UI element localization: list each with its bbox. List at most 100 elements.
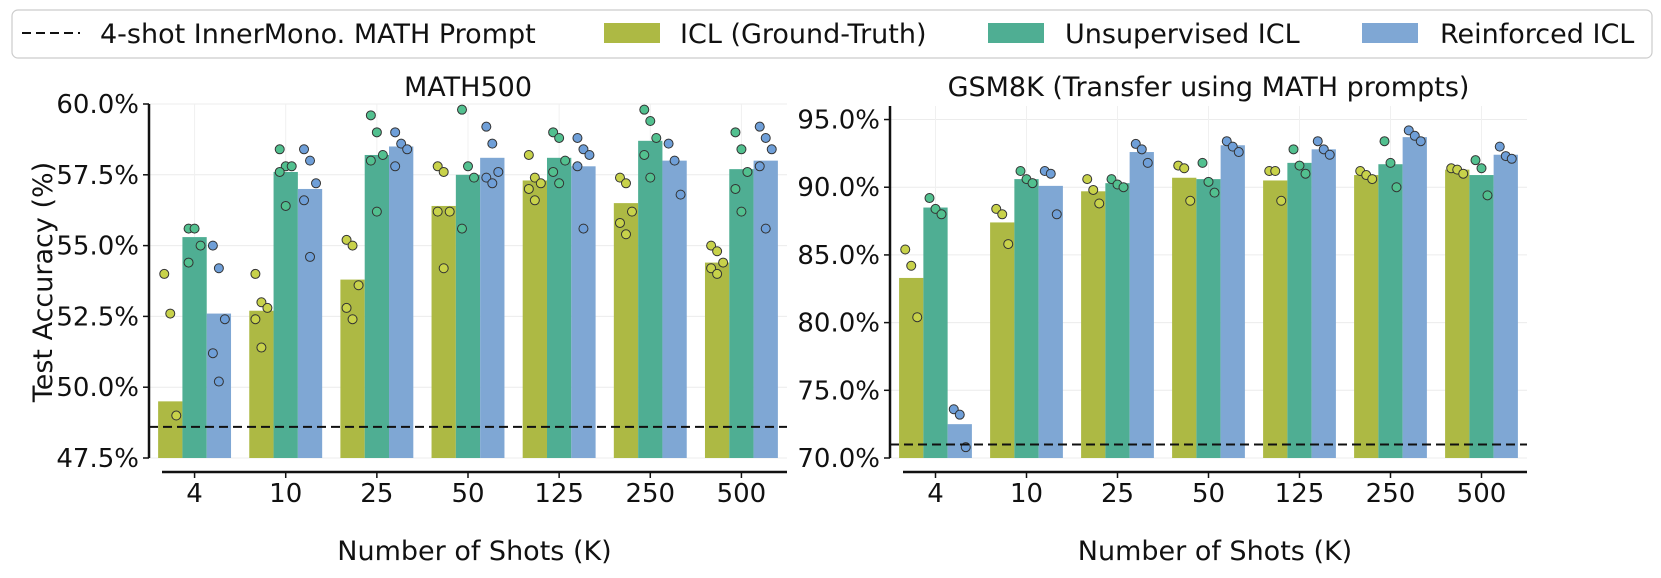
sample-point xyxy=(620,178,631,189)
sample-point xyxy=(1082,174,1093,185)
sample-point xyxy=(256,297,267,308)
sample-point xyxy=(1094,198,1105,209)
sample-point xyxy=(1294,160,1305,171)
sample-point xyxy=(250,314,261,325)
sample-point xyxy=(645,115,656,126)
x-tick-label: 4 xyxy=(186,479,203,509)
sample-point xyxy=(286,161,297,172)
sample-point xyxy=(1088,184,1099,195)
sample-point xyxy=(1415,136,1426,147)
sample-point xyxy=(614,172,625,183)
y-tick-label: 50.0% xyxy=(56,373,139,403)
bar-icl-ground-truth- xyxy=(990,222,1015,458)
sample-point xyxy=(614,217,625,228)
bar-icl-ground-truth- xyxy=(522,180,547,459)
sample-point xyxy=(457,223,467,234)
sample-point xyxy=(207,348,218,359)
sample-point xyxy=(712,268,723,279)
sample-point xyxy=(572,132,583,143)
sample-point xyxy=(299,144,310,155)
sample-point xyxy=(560,155,571,166)
legend-label-icl: ICL (Ground-Truth) xyxy=(680,19,927,50)
sample-point xyxy=(554,178,565,189)
sample-point xyxy=(578,223,589,234)
x-tick-label: 50 xyxy=(451,479,484,509)
sample-point xyxy=(675,189,686,200)
bar-icl-ground-truth- xyxy=(704,262,730,458)
sample-point xyxy=(1197,157,1208,168)
sample-point xyxy=(1179,163,1190,174)
sample-point xyxy=(213,376,224,387)
bar-unsupervised-icl xyxy=(638,140,663,459)
sample-point xyxy=(305,155,316,166)
sample-point xyxy=(535,178,546,189)
sample-point xyxy=(274,166,285,177)
sample-point xyxy=(1476,163,1487,174)
bar-unsupervised-icl xyxy=(1469,175,1494,459)
sample-point xyxy=(165,308,176,319)
chart-title: MATH500 xyxy=(404,72,532,103)
sample-point xyxy=(487,138,498,149)
x-tick-label: 10 xyxy=(269,479,302,509)
sample-point xyxy=(651,132,662,143)
bar-reinforced-icl xyxy=(1493,154,1518,458)
sample-point xyxy=(1470,155,1481,166)
bar-icl-ground-truth- xyxy=(1445,169,1470,458)
sample-point xyxy=(1367,174,1378,185)
x-tick-label: 125 xyxy=(534,479,584,509)
y-tick-label: 52.5% xyxy=(56,302,139,332)
y-tick-label: 55.0% xyxy=(56,232,139,262)
sample-point xyxy=(1270,165,1281,176)
bar-icl-ground-truth- xyxy=(1354,175,1379,459)
sample-point xyxy=(365,110,376,121)
sample-point xyxy=(548,127,559,138)
sample-point xyxy=(256,342,267,353)
sample-point xyxy=(736,206,747,217)
bar-reinforced-icl xyxy=(480,157,505,459)
sample-point xyxy=(742,166,753,177)
bar-reinforced-icl xyxy=(753,160,778,458)
sample-point xyxy=(760,223,771,234)
sample-point xyxy=(493,166,504,177)
sample-point xyxy=(1276,195,1287,206)
legend-reinforced-swatch xyxy=(1362,23,1418,43)
sample-point xyxy=(620,229,631,240)
sample-point xyxy=(189,223,200,234)
bar-reinforced-icl xyxy=(389,146,414,459)
bar-icl-ground-truth- xyxy=(613,203,639,458)
sample-point xyxy=(1142,157,1153,168)
sample-point xyxy=(390,127,401,138)
sample-point xyxy=(529,195,540,206)
sample-point xyxy=(311,178,322,189)
legend-icl-swatch xyxy=(604,23,660,43)
sample-point xyxy=(1136,144,1147,155)
sample-point xyxy=(900,244,911,255)
sample-point xyxy=(377,149,388,160)
x-axis-label: Number of Shots (K) xyxy=(1078,536,1352,567)
sample-point xyxy=(1118,182,1129,193)
x-axis-label: Number of Shots (K) xyxy=(337,536,611,567)
y-tick-label: 95.0% xyxy=(797,106,880,136)
bar-reinforced-icl xyxy=(1038,185,1063,458)
sample-point xyxy=(645,172,656,183)
sample-point xyxy=(663,138,674,149)
sample-point xyxy=(305,251,316,262)
sample-point xyxy=(481,121,492,132)
sample-point xyxy=(936,209,947,220)
x-tick-label: 50 xyxy=(1192,479,1225,509)
bar-reinforced-icl xyxy=(1402,137,1427,458)
bar-unsupervised-icl xyxy=(273,171,298,458)
sample-point xyxy=(438,166,449,177)
sample-point xyxy=(639,104,650,115)
bar-icl-ground-truth- xyxy=(1172,177,1197,458)
sample-point xyxy=(274,144,285,155)
x-tick-label: 500 xyxy=(1457,479,1507,509)
bar-icl-ground-truth- xyxy=(1263,180,1288,458)
sample-point xyxy=(997,209,1008,220)
sample-point xyxy=(754,161,765,172)
bar-unsupervised-icl xyxy=(1196,179,1221,458)
sample-point xyxy=(1482,190,1493,201)
y-tick-label: 60.0% xyxy=(56,90,139,120)
sample-point xyxy=(299,195,310,206)
legend-frame xyxy=(11,9,1653,59)
